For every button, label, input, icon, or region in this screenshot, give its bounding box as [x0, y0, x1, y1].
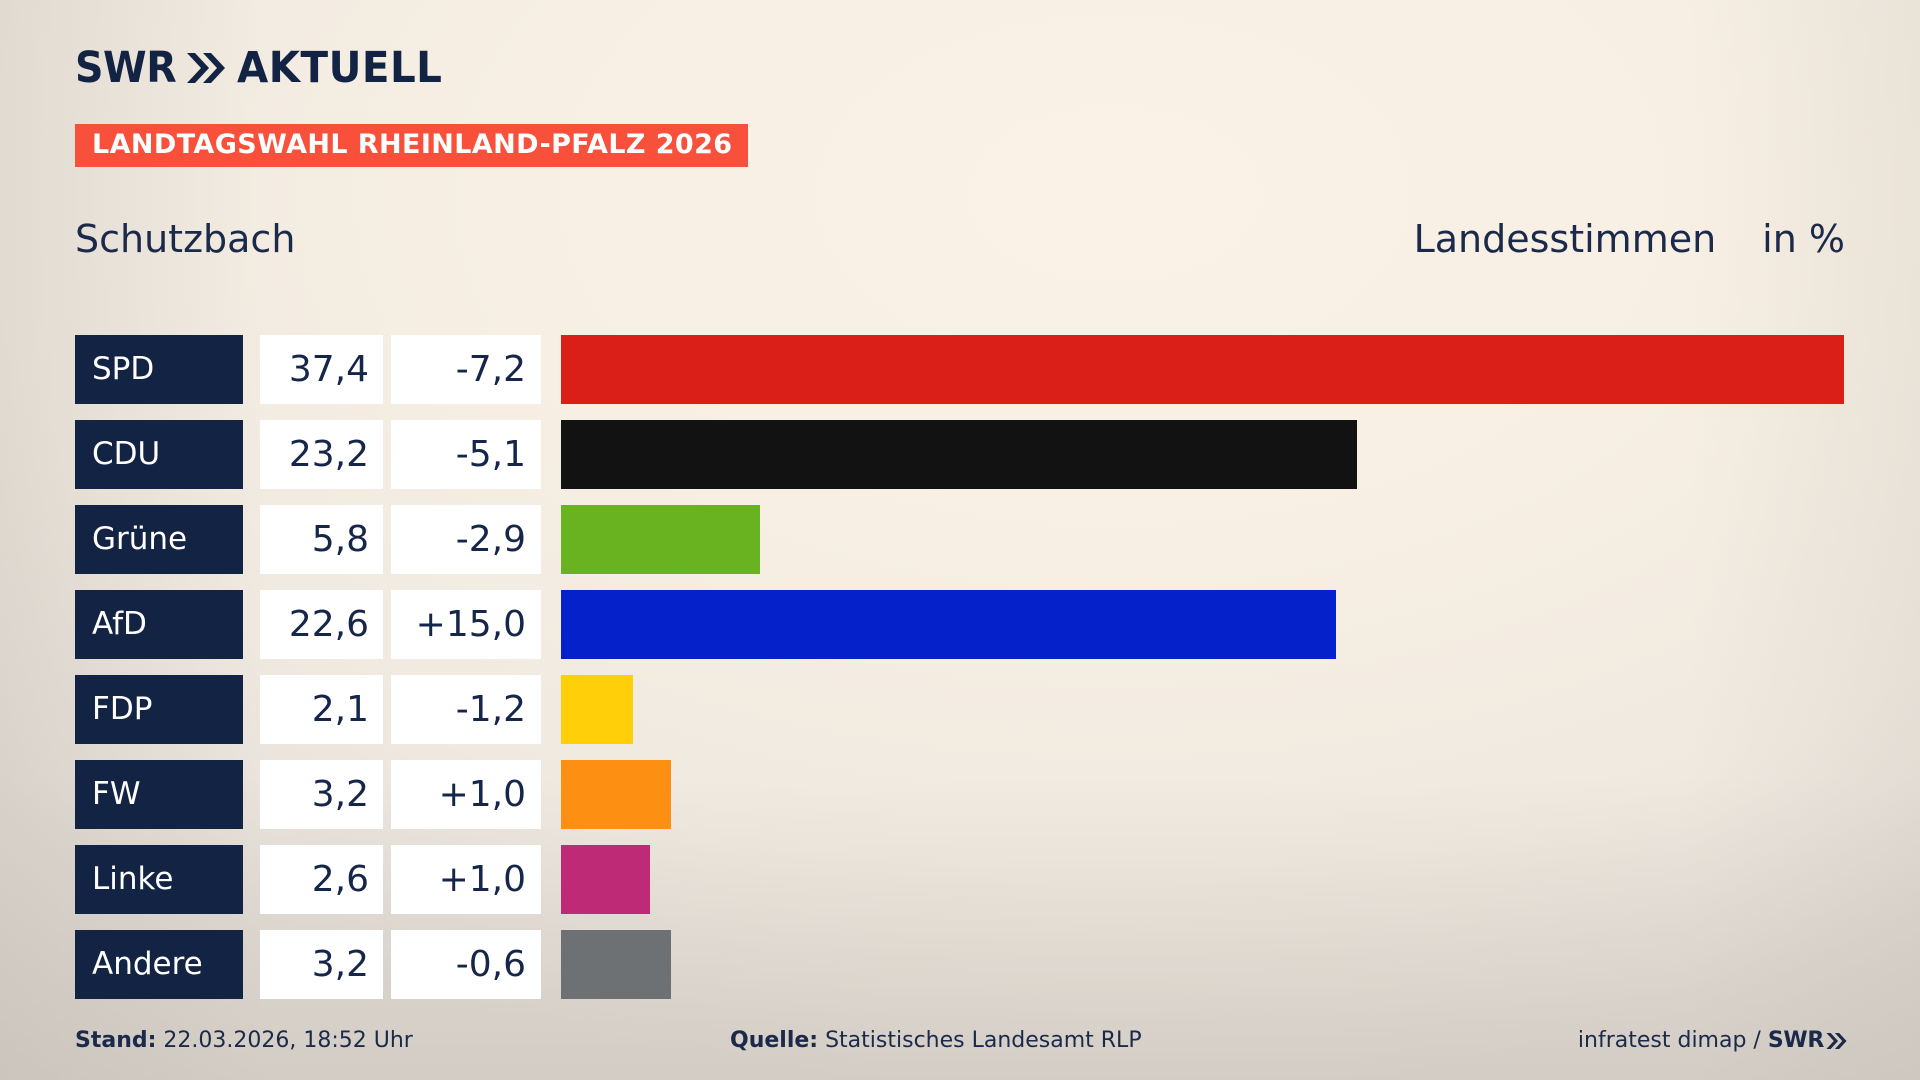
stand-value: 22.03.2026, 18:52 Uhr	[163, 1028, 413, 1053]
vote-share-value: 3,2	[311, 943, 369, 985]
footer-source: Quelle: Statistisches Landesamt RLP	[730, 1030, 1142, 1052]
party-label-cell: FW	[75, 760, 243, 829]
party-name: CDU	[92, 436, 161, 472]
vote-change-value: -5,1	[455, 433, 526, 475]
subheader-right: Landesstimmen in %	[1414, 220, 1845, 258]
party-name: Grüne	[92, 521, 188, 557]
vote-change-cell: -7,2	[391, 335, 541, 404]
double-chevron-right-icon	[187, 51, 227, 85]
vote-share-cell: 37,4	[260, 335, 383, 404]
vote-change-value: -7,2	[455, 348, 526, 390]
vote-change-value: -0,6	[455, 943, 526, 985]
quelle-value: Statistisches Landesamt RLP	[825, 1028, 1142, 1053]
party-name: SPD	[92, 351, 155, 387]
footer-stand: Stand: 22.03.2026, 18:52 Uhr	[75, 1030, 413, 1052]
party-name: FDP	[92, 691, 153, 727]
vote-share-cell: 23,2	[260, 420, 383, 489]
aktuell-wordmark: AKTUELL	[237, 42, 443, 93]
footer: Stand: 22.03.2026, 18:52 Uhr Quelle: Sta…	[75, 1030, 1848, 1064]
party-bar	[561, 845, 650, 914]
vote-share-value: 22,6	[288, 603, 369, 645]
unit-label: in %	[1762, 217, 1845, 261]
party-label-cell: Grüne	[75, 505, 243, 574]
party-label-cell: SPD	[75, 335, 243, 404]
party-label-cell: CDU	[75, 420, 243, 489]
party-name: Linke	[92, 861, 174, 897]
vote-share-value: 23,2	[288, 433, 369, 475]
table-row: SPD 37,4 -7,2	[0, 335, 1920, 420]
vote-change-value: -2,9	[455, 518, 526, 560]
party-label-cell: Andere	[75, 930, 243, 999]
swr-aktuell-logo: SWR AKTUELL	[75, 42, 748, 94]
quelle-label: Quelle:	[730, 1028, 819, 1053]
vote-share-cell: 2,1	[260, 675, 383, 744]
stand-label: Stand:	[75, 1028, 157, 1053]
party-bar	[561, 760, 671, 829]
header: SWR AKTUELL LANDTAGSWAHL RHEINLAND-PFALZ…	[75, 42, 749, 167]
party-bar	[561, 420, 1357, 489]
vote-change-cell: +1,0	[391, 760, 541, 829]
double-chevron-right-icon-small	[1826, 1032, 1848, 1050]
vote-share-cell: 3,2	[260, 930, 383, 999]
vote-type-label: Landesstimmen	[1413, 217, 1717, 261]
party-name: AfD	[92, 606, 147, 642]
party-label-cell: Linke	[75, 845, 243, 914]
party-name: Andere	[92, 946, 203, 982]
vote-share-cell: 2,6	[260, 845, 383, 914]
table-row: Linke 2,6 +1,0	[0, 845, 1920, 930]
table-row: FW 3,2 +1,0	[0, 760, 1920, 845]
subheader: Schutzbach Landesstimmen in %	[75, 215, 1845, 263]
party-bar	[561, 675, 633, 744]
election-title-badge: LANDTAGSWAHL RHEINLAND-PFALZ 2026	[75, 124, 749, 167]
party-bar	[561, 590, 1336, 659]
party-bar	[561, 930, 671, 999]
vote-change-cell: +1,0	[391, 845, 541, 914]
vote-share-cell: 3,2	[260, 760, 383, 829]
footer-credit: infratest dimap / SWR	[1578, 1030, 1848, 1052]
vote-change-cell: -5,1	[391, 420, 541, 489]
vote-change-cell: +15,0	[391, 590, 541, 659]
party-label-cell: FDP	[75, 675, 243, 744]
vote-share-value: 3,2	[311, 773, 369, 815]
vote-change-cell: -1,2	[391, 675, 541, 744]
party-bar	[561, 505, 760, 574]
credit-swr-wordmark: SWR	[1767, 1028, 1824, 1053]
vote-change-cell: -2,9	[391, 505, 541, 574]
party-name: FW	[92, 776, 141, 812]
results-bar-chart: SPD 37,4 -7,2 CDU 23,2 -5,1 Grüne 5,8 -2,9 AfD 22,…	[0, 335, 1920, 1015]
vote-share-value: 2,1	[311, 688, 369, 730]
credit-institute: infratest dimap /	[1577, 1028, 1761, 1053]
party-bar	[561, 335, 1844, 404]
vote-change-cell: -0,6	[391, 930, 541, 999]
vote-change-value: -1,2	[455, 688, 526, 730]
vote-share-value: 37,4	[288, 348, 369, 390]
table-row: CDU 23,2 -5,1	[0, 420, 1920, 505]
table-row: Andere 3,2 -0,6	[0, 930, 1920, 1015]
vote-share-value: 2,6	[311, 858, 369, 900]
table-row: FDP 2,1 -1,2	[0, 675, 1920, 760]
vote-share-cell: 22,6	[260, 590, 383, 659]
region-name: Schutzbach	[75, 217, 296, 261]
table-row: AfD 22,6 +15,0	[0, 590, 1920, 675]
swr-wordmark: SWR	[75, 42, 177, 93]
vote-change-value: +1,0	[438, 858, 526, 900]
table-row: Grüne 5,8 -2,9	[0, 505, 1920, 590]
vote-change-value: +1,0	[438, 773, 526, 815]
party-label-cell: AfD	[75, 590, 243, 659]
vote-share-cell: 5,8	[260, 505, 383, 574]
vote-change-value: +15,0	[415, 603, 526, 645]
vote-share-value: 5,8	[311, 518, 369, 560]
